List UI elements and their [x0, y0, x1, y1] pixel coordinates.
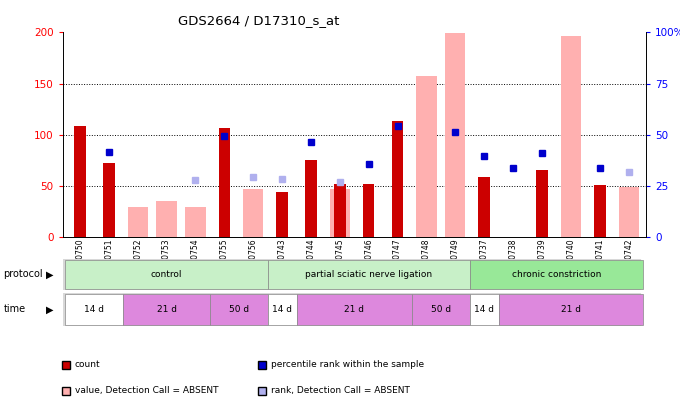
Text: percentile rank within the sample: percentile rank within the sample	[271, 360, 424, 369]
Text: protocol: protocol	[3, 269, 43, 279]
Text: chronic constriction: chronic constriction	[512, 270, 601, 279]
Bar	[305, 160, 317, 237]
Text: 50 d: 50 d	[228, 305, 249, 314]
Bar	[65, 294, 123, 325]
Bar	[334, 184, 345, 237]
Bar	[445, 34, 466, 237]
Bar	[537, 171, 548, 237]
Bar	[363, 184, 375, 237]
Text: control: control	[151, 270, 182, 279]
Bar	[619, 187, 639, 237]
Bar	[479, 177, 490, 237]
Bar	[470, 294, 498, 325]
Text: 14 d: 14 d	[474, 305, 494, 314]
Text: 21 d: 21 d	[561, 305, 581, 314]
Bar	[470, 260, 643, 289]
Bar	[156, 201, 177, 237]
Bar	[128, 207, 148, 237]
Text: ▶: ▶	[46, 269, 53, 279]
Bar	[243, 189, 263, 237]
Bar	[412, 294, 470, 325]
Bar	[330, 189, 350, 237]
Text: rank, Detection Call = ABSENT: rank, Detection Call = ABSENT	[271, 386, 409, 395]
Bar	[123, 294, 210, 325]
Text: time: time	[3, 305, 26, 314]
Bar	[561, 36, 581, 237]
Bar	[74, 126, 86, 237]
Bar	[296, 294, 412, 325]
Text: 14 d: 14 d	[84, 305, 104, 314]
Text: 14 d: 14 d	[272, 305, 292, 314]
Bar	[392, 122, 403, 237]
Text: count: count	[75, 360, 101, 369]
Text: 21 d: 21 d	[156, 305, 177, 314]
Bar	[268, 294, 296, 325]
Text: 50 d: 50 d	[431, 305, 451, 314]
Bar	[416, 77, 437, 237]
Bar	[218, 128, 230, 237]
Bar	[186, 207, 205, 237]
Bar	[276, 192, 288, 237]
Text: 21 d: 21 d	[344, 305, 364, 314]
Bar	[594, 185, 606, 237]
Text: partial sciatic nerve ligation: partial sciatic nerve ligation	[305, 270, 432, 279]
Bar	[498, 294, 643, 325]
Bar	[268, 260, 470, 289]
Bar	[210, 294, 268, 325]
Text: GDS2664 / D17310_s_at: GDS2664 / D17310_s_at	[177, 14, 339, 27]
Text: value, Detection Call = ABSENT: value, Detection Call = ABSENT	[75, 386, 218, 395]
Bar	[103, 163, 114, 237]
Bar	[65, 260, 268, 289]
Text: ▶: ▶	[46, 305, 53, 314]
